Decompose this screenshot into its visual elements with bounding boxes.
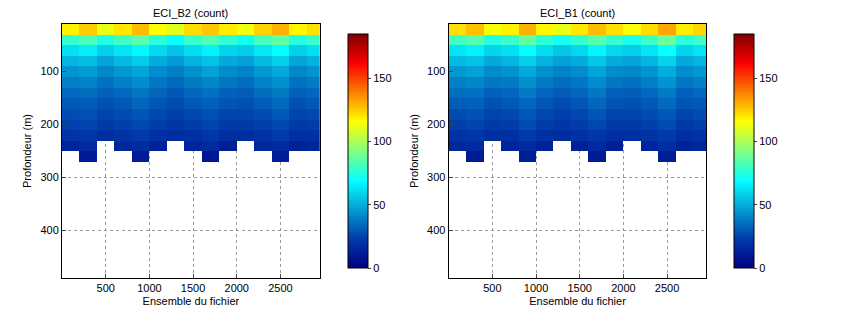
svg-text:0: 0 — [759, 262, 765, 274]
svg-text:300: 300 — [40, 171, 58, 183]
svg-text:Profondeur (m): Profondeur (m) — [21, 114, 33, 188]
svg-text:150: 150 — [373, 72, 391, 84]
svg-text:400: 400 — [427, 224, 445, 236]
svg-text:1500: 1500 — [567, 282, 591, 294]
svg-text:0: 0 — [373, 262, 379, 274]
svg-text:1000: 1000 — [524, 282, 548, 294]
svg-text:Ensemble du fichier: Ensemble du fichier — [143, 295, 240, 307]
svg-text:50: 50 — [759, 199, 771, 211]
svg-text:1500: 1500 — [181, 282, 205, 294]
svg-text:100: 100 — [373, 135, 391, 147]
svg-text:100: 100 — [759, 135, 777, 147]
svg-text:Ensemble du fichier: Ensemble du fichier — [529, 295, 626, 307]
svg-text:1000: 1000 — [137, 282, 161, 294]
svg-text:2500: 2500 — [655, 282, 679, 294]
svg-text:500: 500 — [97, 282, 115, 294]
svg-text:50: 50 — [373, 199, 385, 211]
svg-text:2000: 2000 — [225, 282, 249, 294]
svg-text:100: 100 — [427, 65, 445, 77]
svg-text:2500: 2500 — [268, 282, 292, 294]
svg-text:200: 200 — [40, 118, 58, 130]
svg-text:Profondeur (m): Profondeur (m) — [408, 114, 420, 188]
svg-text:200: 200 — [427, 118, 445, 130]
svg-text:400: 400 — [40, 224, 58, 236]
svg-text:500: 500 — [483, 282, 501, 294]
svg-text:ECI_B2 (count): ECI_B2 (count) — [153, 7, 228, 19]
svg-text:2000: 2000 — [611, 282, 635, 294]
svg-text:150: 150 — [759, 72, 777, 84]
svg-text:100: 100 — [40, 65, 58, 77]
svg-text:ECI_B1 (count): ECI_B1 (count) — [540, 7, 615, 19]
svg-text:300: 300 — [427, 171, 445, 183]
